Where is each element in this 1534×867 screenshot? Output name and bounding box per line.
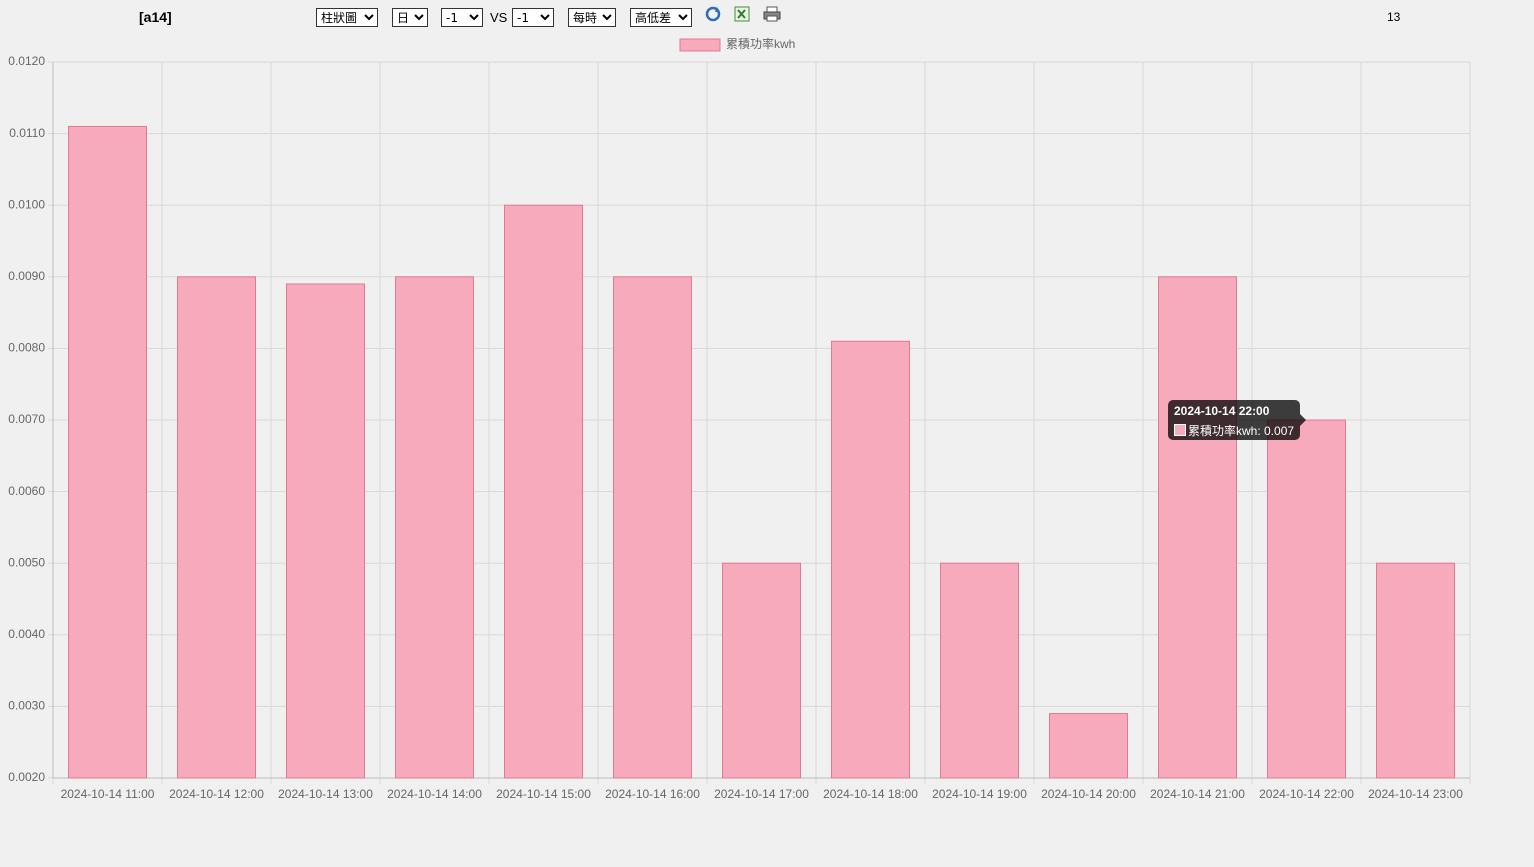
x-tick-label: 2024-10-14 20:00 bbox=[1041, 787, 1136, 801]
vs-label: VS bbox=[490, 10, 508, 25]
x-tick-label: 2024-10-14 23:00 bbox=[1368, 787, 1463, 801]
x-tick-label: 2024-10-14 14:00 bbox=[387, 787, 482, 801]
x-tick-label: 2024-10-14 18:00 bbox=[823, 787, 918, 801]
y-tick-label: 0.0060 bbox=[8, 484, 45, 498]
x-tick-label: 2024-10-14 21:00 bbox=[1150, 787, 1245, 801]
legend-swatch bbox=[679, 38, 721, 52]
x-tick-label: 2024-10-14 15:00 bbox=[496, 787, 591, 801]
bar bbox=[722, 562, 801, 779]
bar bbox=[1158, 276, 1237, 779]
y-tick-label: 0.0020 bbox=[8, 770, 45, 784]
y-tick-label: 0.0110 bbox=[9, 126, 45, 140]
bar bbox=[504, 204, 583, 779]
bar bbox=[1049, 713, 1128, 779]
bar bbox=[613, 276, 692, 779]
tooltip-title: 2024-10-14 22:00 bbox=[1174, 404, 1270, 418]
tooltip-body: 累積功率kwh: 0.007 bbox=[1188, 424, 1295, 438]
tooltip-swatch bbox=[1174, 424, 1186, 436]
x-tick-label: 2024-10-14 16:00 bbox=[605, 787, 700, 801]
legend-label: 累積功率kwh bbox=[726, 36, 795, 51]
x-tick-label: 2024-10-14 17:00 bbox=[714, 787, 809, 801]
tooltip-arrow bbox=[1300, 414, 1306, 426]
bar bbox=[940, 562, 1019, 779]
refresh-icon[interactable] bbox=[705, 6, 721, 22]
tooltip: 2024-10-14 22:00 累積功率kwh: 0.007 bbox=[1168, 400, 1306, 440]
x-tick-label: 2024-10-14 13:00 bbox=[278, 787, 373, 801]
excel-icon[interactable] bbox=[734, 6, 750, 22]
y-tick-label: 0.0030 bbox=[8, 699, 45, 713]
y-tick-label: 0.0090 bbox=[8, 269, 45, 283]
x-tick-label: 2024-10-14 19:00 bbox=[932, 787, 1027, 801]
x-tick-label: 2024-10-14 11:00 bbox=[61, 787, 155, 801]
bar bbox=[1267, 419, 1346, 779]
y-tick-label: 0.0080 bbox=[8, 341, 45, 355]
period-select[interactable]: 日 bbox=[392, 8, 428, 27]
bar bbox=[831, 340, 910, 779]
chart-type-select[interactable]: 柱狀圖 bbox=[316, 8, 378, 27]
bar bbox=[395, 276, 474, 779]
x-tick-label: 2024-10-14 12:00 bbox=[169, 787, 264, 801]
bar bbox=[68, 125, 147, 779]
offset-a-select[interactable]: -1 bbox=[441, 8, 483, 27]
print-icon[interactable] bbox=[763, 6, 781, 22]
bar bbox=[177, 276, 256, 779]
offset-b-select[interactable]: -1 bbox=[512, 8, 554, 27]
mode-select[interactable]: 高低差 bbox=[630, 8, 692, 27]
x-tick-label: 2024-10-14 22:00 bbox=[1259, 787, 1354, 801]
count-label: 13 bbox=[1387, 10, 1401, 24]
interval-select[interactable]: 每時 bbox=[568, 8, 616, 27]
y-tick-label: 0.0050 bbox=[8, 555, 45, 569]
bar bbox=[286, 283, 365, 779]
y-tick-label: 0.0100 bbox=[8, 197, 45, 211]
bar bbox=[1376, 562, 1455, 779]
y-tick-label: 0.0040 bbox=[8, 627, 45, 641]
device-label: [a14] bbox=[139, 9, 172, 25]
y-tick-label: 0.0120 bbox=[8, 54, 45, 68]
y-tick-label: 0.0070 bbox=[8, 412, 45, 426]
